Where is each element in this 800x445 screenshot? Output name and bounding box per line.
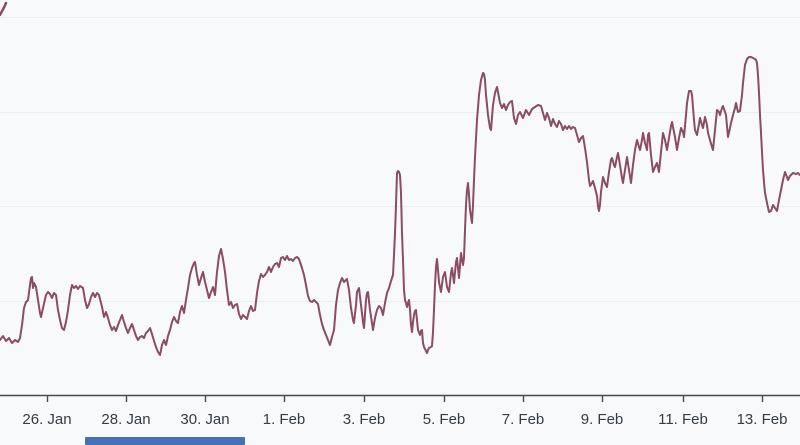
x-axis-labels: 26. Jan 28. Jan 30. Jan 1. Feb 3. Feb 5. Feb 7… (22, 411, 787, 428)
x-axis-label: 13. Feb (737, 411, 788, 428)
bottom-highlight-bar (85, 437, 245, 445)
x-axis-label: 28. Jan (101, 411, 150, 428)
x-axis-label: 30. Jan (180, 411, 229, 428)
x-axis-label: 1. Feb (263, 411, 306, 428)
x-axis-label: 9. Feb (581, 411, 624, 428)
x-axis-label: 3. Feb (343, 411, 386, 428)
x-axis-label: 5. Feb (423, 411, 466, 428)
series-line (0, 56, 800, 356)
x-axis-label: 26. Jan (22, 411, 71, 428)
x-axis-label: 11. Feb (658, 411, 708, 428)
x-axis-ticks (46, 395, 764, 402)
gridlines (0, 17, 800, 302)
x-axis-label: 7. Feb (502, 411, 545, 428)
corner-line-mark (0, 1, 8, 17)
